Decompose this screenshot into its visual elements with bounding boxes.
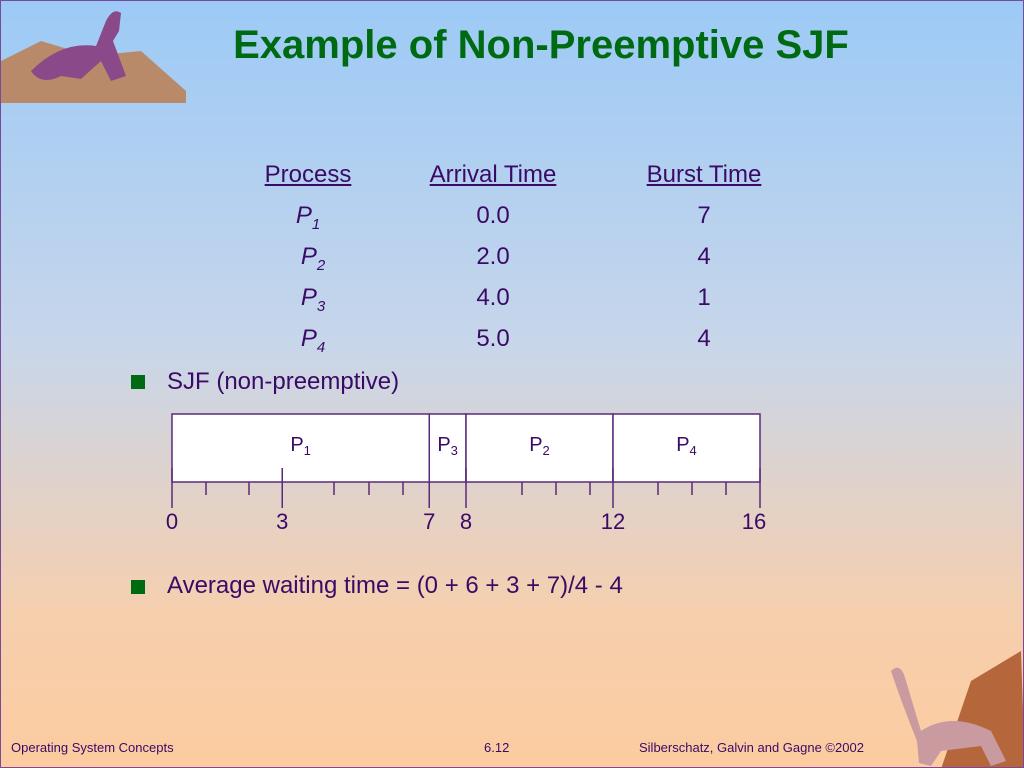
table-cell: 0.0 (476, 202, 510, 229)
footer-right: Silberschatz, Galvin and Gagne ©2002 (639, 740, 864, 755)
bullet-text: SJF (non-preemptive) (167, 368, 400, 395)
segment-label: P1 (290, 434, 311, 458)
table-cell: 5.0 (476, 325, 510, 352)
table-header: Burst Time (646, 161, 762, 188)
table-cell: 7 (697, 202, 711, 229)
process-letter: P (300, 243, 317, 270)
process-letter: P (300, 325, 317, 352)
table-cell: 4.0 (476, 284, 510, 311)
footer-page: 6.12 (484, 740, 510, 755)
tick-label: 0 (166, 509, 178, 534)
table-cell: 1 (697, 284, 711, 311)
table-cell: 4 (697, 325, 711, 352)
segment-subscript: 3 (451, 443, 458, 458)
tick-label: 3 (276, 509, 288, 534)
footer-left: Operating System Concepts (11, 740, 174, 755)
gantt-segment (612, 413, 761, 483)
process-subscript: 3 (316, 297, 326, 315)
segment-subscript: 4 (690, 443, 697, 458)
process-name: P4 (301, 325, 325, 356)
process-name: P2 (301, 243, 325, 274)
slide-title: Example of Non-Preemptive SJF (233, 23, 849, 67)
tick-label: 8 (460, 509, 472, 534)
table-cell: 2.0 (476, 243, 510, 270)
bullet (131, 375, 145, 389)
segment-label: P4 (676, 434, 697, 458)
segment-label: P3 (437, 434, 458, 458)
process-name: P3 (301, 284, 325, 315)
bullet-text: Average waiting time = (0 + 6 + 3 + 7)/4… (167, 572, 623, 599)
segment-letter: P (437, 434, 450, 456)
table-cell: 4 (697, 243, 711, 270)
tick-label: 12 (601, 509, 625, 534)
process-subscript: 2 (316, 256, 326, 274)
process-subscript: 1 (311, 215, 321, 233)
process-name: P1 (296, 202, 320, 233)
segment-label: P2 (529, 434, 550, 458)
process-subscript: 4 (316, 338, 326, 356)
segment-subscript: 1 (304, 443, 311, 458)
bullet (131, 580, 145, 594)
table-header: Process (264, 161, 352, 188)
dinosaur-decoration (891, 651, 1023, 767)
segment-letter: P (529, 434, 542, 456)
tick-label: 16 (742, 509, 766, 534)
segment-letter: P (290, 434, 303, 456)
gantt-segment (171, 413, 430, 483)
segment-letter: P (676, 434, 689, 456)
process-letter: P (300, 284, 317, 311)
gantt-segment (465, 413, 614, 483)
segment-subscript: 2 (543, 443, 550, 458)
tick-label: 7 (423, 509, 435, 534)
dinosaur-decoration (1, 11, 186, 103)
gantt-chart: P1 P3 P2 P40 3 7 8 12 16 (166, 413, 766, 534)
process-letter: P (295, 202, 312, 229)
gantt-segment (428, 413, 467, 483)
table-header: Arrival Time (429, 161, 557, 188)
